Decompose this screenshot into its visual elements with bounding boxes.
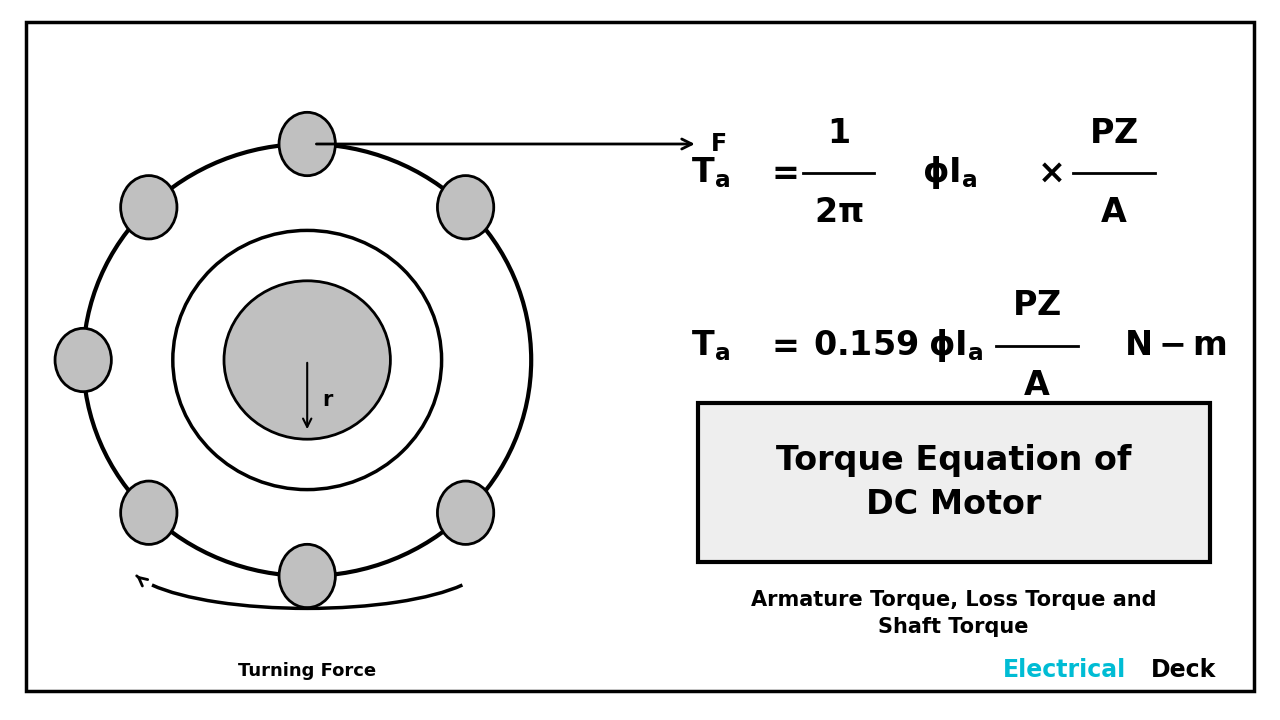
Text: Turning Force: Turning Force: [238, 662, 376, 680]
Ellipse shape: [438, 176, 494, 239]
Text: Torque Equation of
DC Motor: Torque Equation of DC Motor: [776, 444, 1132, 521]
Ellipse shape: [83, 144, 531, 576]
Text: $\mathbf{\phi I_a}$: $\mathbf{\phi I_a}$: [922, 154, 977, 192]
Text: $\mathbf{0.159}$: $\mathbf{0.159}$: [813, 329, 918, 362]
Text: $\mathbf{A}$: $\mathbf{A}$: [1023, 369, 1051, 402]
Text: $\mathbf{PZ}$: $\mathbf{PZ}$: [1089, 117, 1138, 150]
FancyBboxPatch shape: [698, 403, 1210, 562]
Ellipse shape: [279, 544, 335, 608]
Text: $\mathbf{PZ}$: $\mathbf{PZ}$: [1012, 289, 1061, 323]
Ellipse shape: [55, 328, 111, 392]
Ellipse shape: [224, 281, 390, 439]
Text: r: r: [323, 390, 333, 410]
Text: F: F: [710, 132, 727, 156]
Ellipse shape: [120, 481, 177, 544]
Ellipse shape: [438, 481, 494, 544]
Text: $\mathbf{A}$: $\mathbf{A}$: [1100, 196, 1128, 229]
Ellipse shape: [173, 230, 442, 490]
Text: $\mathbf{\times}$: $\mathbf{\times}$: [1037, 156, 1062, 189]
Text: $\mathbf{=}$: $\mathbf{=}$: [765, 329, 799, 362]
Text: $\mathbf{=}$: $\mathbf{=}$: [765, 156, 799, 189]
Ellipse shape: [279, 112, 335, 176]
Ellipse shape: [120, 176, 177, 239]
Text: Electrical: Electrical: [1004, 657, 1126, 682]
Text: $\mathbf{\phi I_a}$: $\mathbf{\phi I_a}$: [928, 327, 983, 364]
Text: $\mathbf{1}$: $\mathbf{1}$: [827, 117, 850, 150]
Text: $\mathbf{T_a}$: $\mathbf{T_a}$: [691, 328, 730, 363]
Text: $\mathbf{2\pi}$: $\mathbf{2\pi}$: [814, 196, 863, 229]
Text: Armature Torque, Loss Torque and
Shaft Torque: Armature Torque, Loss Torque and Shaft T…: [751, 590, 1156, 636]
Text: $\mathbf{T_a}$: $\mathbf{T_a}$: [691, 156, 730, 190]
Text: $\mathbf{N-m}$: $\mathbf{N-m}$: [1124, 329, 1226, 362]
Text: Deck: Deck: [1151, 657, 1216, 682]
